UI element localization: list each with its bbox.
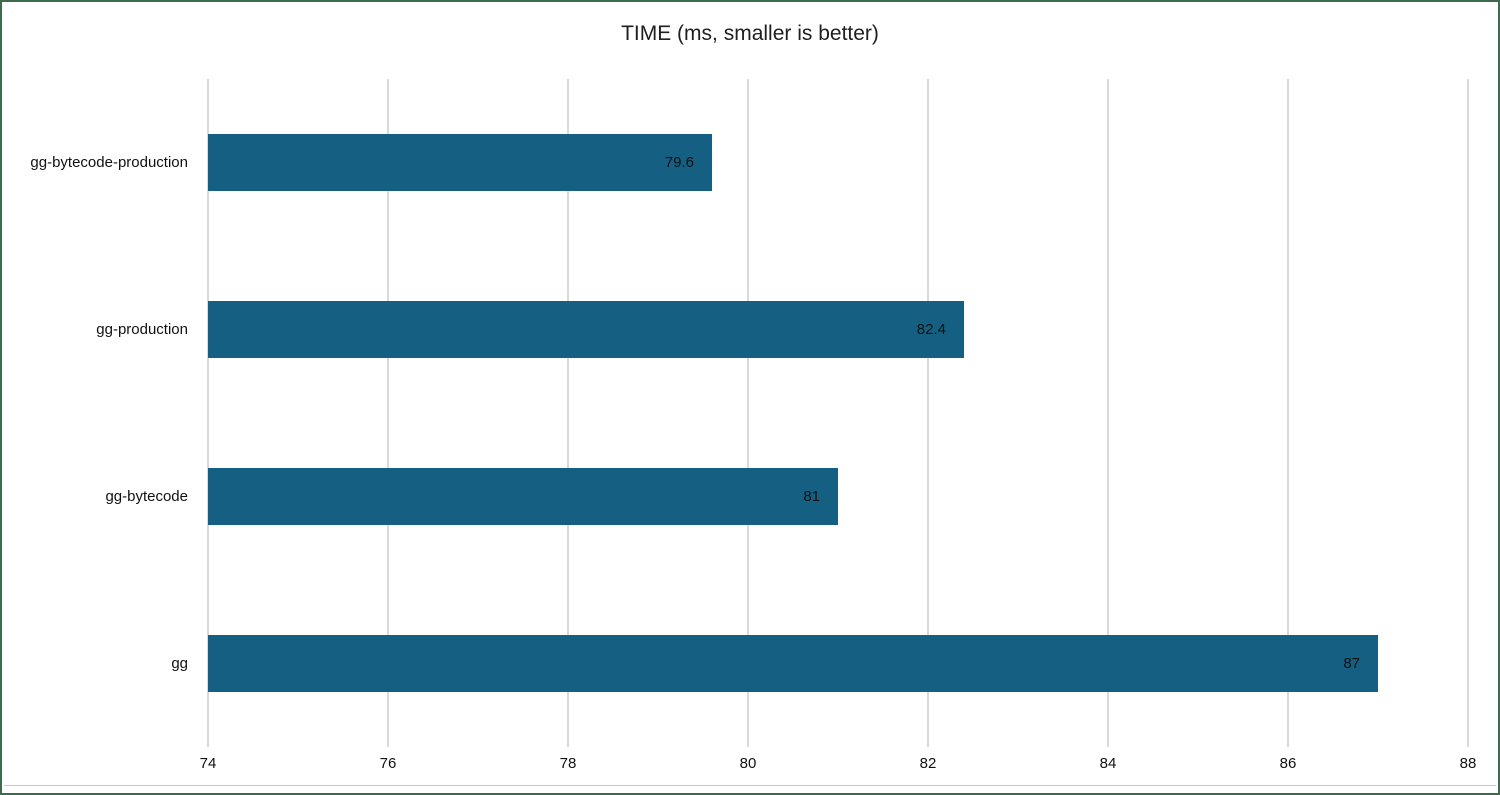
category-label: gg-bytecode <box>105 488 188 505</box>
axis-tick-label: 78 <box>559 755 577 772</box>
bar-value-label: 87 <box>1343 655 1360 672</box>
gridline <box>207 79 209 747</box>
gridline <box>387 79 389 747</box>
plot-area: 79.6 82.4 81 87 <box>207 79 1469 747</box>
category-label: gg <box>171 655 188 672</box>
gridline <box>747 79 749 747</box>
axis-tick-label: 88 <box>1459 755 1477 772</box>
bar-value-label: 79.6 <box>664 154 694 171</box>
bar-gg-bytecode <box>208 468 838 525</box>
axis-tick-label: 74 <box>199 755 217 772</box>
chart-frame-bottom-edge <box>4 785 1496 786</box>
axis-tick-label: 84 <box>1099 755 1117 772</box>
gridline <box>567 79 569 747</box>
axis-tick-label: 80 <box>739 755 757 772</box>
gridline <box>1467 79 1469 747</box>
bar-gg-production <box>208 301 964 358</box>
bar-value-label: 82.4 <box>916 321 946 338</box>
category-label: gg-production <box>96 321 188 338</box>
category-label: gg-bytecode-production <box>30 154 188 171</box>
value-axis: 74 76 78 80 82 84 86 88 <box>200 755 1477 777</box>
axis-tick-label: 76 <box>379 755 397 772</box>
axis-tick-label: 86 <box>1279 755 1297 772</box>
gridline <box>1107 79 1109 747</box>
bar-gg-bytecode-production <box>208 134 712 191</box>
bar-value-label: 81 <box>803 488 820 505</box>
category-axis: gg-bytecode-production gg-production gg-by… <box>2 79 198 747</box>
axis-tick-label: 82 <box>919 755 937 772</box>
bar-gg <box>208 635 1378 692</box>
chart-title: TIME (ms, smaller is better) <box>621 22 879 45</box>
gridline <box>927 79 929 747</box>
gridline <box>1287 79 1289 747</box>
